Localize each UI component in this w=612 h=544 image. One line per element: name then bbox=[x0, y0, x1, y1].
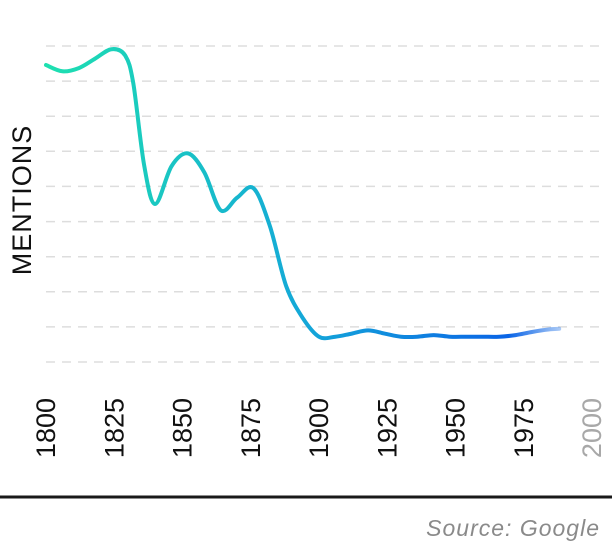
series-line bbox=[44, 47, 562, 341]
x-tick-label: 1875 bbox=[236, 398, 266, 458]
x-tick-label: 1800 bbox=[31, 398, 61, 458]
x-tick-label: 2000 bbox=[577, 398, 607, 458]
x-tick-label: 1950 bbox=[441, 398, 471, 458]
x-axis-ticks: 1800 1825 1850 1875 1900 1925 1950 1975 2000 bbox=[31, 398, 607, 458]
x-tick-label: 1925 bbox=[372, 398, 402, 458]
source-note: Source: Google bbox=[426, 515, 600, 541]
x-tick-label: 1975 bbox=[509, 398, 539, 458]
x-tick-label: 1850 bbox=[168, 398, 198, 458]
gridlines bbox=[46, 45, 606, 363]
y-axis-label: MENTIONS bbox=[7, 125, 37, 276]
x-tick-label: 1825 bbox=[99, 398, 129, 458]
x-tick-label: 1900 bbox=[304, 398, 334, 458]
